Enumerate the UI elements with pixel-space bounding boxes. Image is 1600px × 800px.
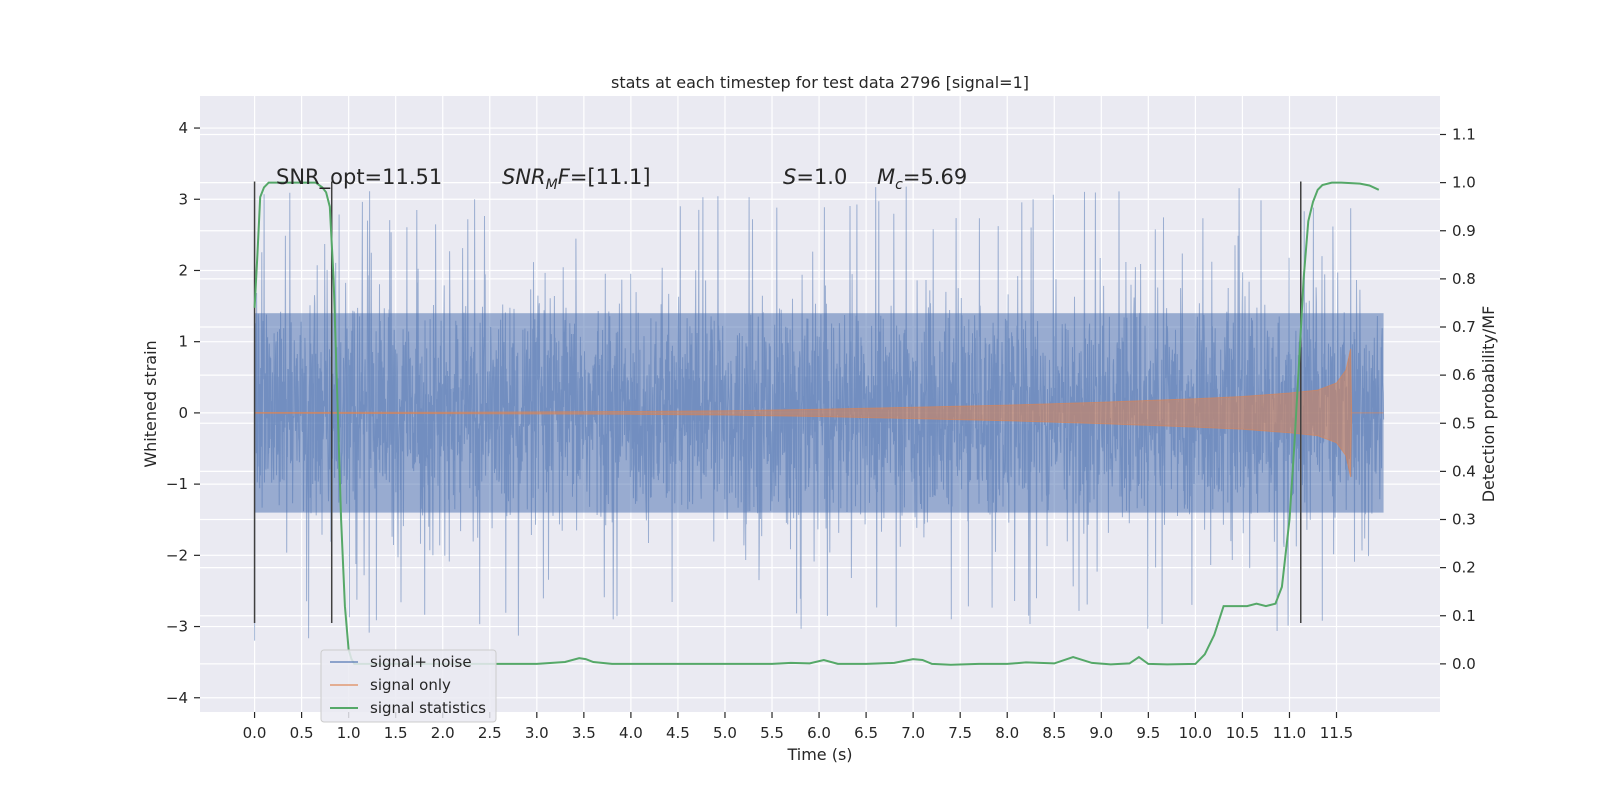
- y-right-tick-label: 0.1: [1452, 607, 1476, 625]
- x-tick-label: 7.0: [901, 724, 925, 742]
- plot-series: [253, 181, 1385, 666]
- y-right-tick-label: 0.5: [1452, 414, 1476, 432]
- y-left-tick-label: −1: [166, 475, 188, 493]
- x-tick-label: 4.0: [619, 724, 643, 742]
- y-right-tick-label: 0.3: [1452, 511, 1476, 529]
- x-tick-label: 0.5: [290, 724, 314, 742]
- series-signal-statistics: [253, 181, 1380, 666]
- y-right-tick-label: 0.2: [1452, 559, 1476, 577]
- x-tick-label: 4.5: [666, 724, 690, 742]
- y-right-tick-label: 0.9: [1452, 222, 1476, 240]
- x-tick-label: 5.5: [760, 724, 784, 742]
- x-tick-label: 10.5: [1226, 724, 1259, 742]
- y-right-tick-label: 0.7: [1452, 318, 1476, 336]
- y-left-tick-label: 4: [178, 119, 188, 137]
- y-axis-left: 4 3 2 1 0 −1 −2 −3 −4: [166, 119, 200, 707]
- x-axis-label: Time (s): [786, 745, 852, 764]
- legend-label-signal-statistics: signal statistics: [370, 699, 486, 717]
- y-left-tick-label: 1: [178, 333, 188, 351]
- x-axis: 0.0 0.5 1.0 1.5 2.0 2.5 3.0 3.5 4.0 4.5 5.0 5.5 6.0 6…: [243, 712, 1353, 742]
- x-tick-label: 9.0: [1089, 724, 1113, 742]
- x-tick-label: 2.5: [478, 724, 502, 742]
- y-right-tick-label: 0.6: [1452, 366, 1476, 384]
- x-tick-label: 1.0: [337, 724, 361, 742]
- y-left-tick-label: −4: [166, 689, 188, 707]
- chart-title: stats at each timestep for test data 279…: [611, 73, 1029, 92]
- x-tick-label: 2.0: [431, 724, 455, 742]
- legend: signal+ noise signal only signal statist…: [320, 649, 497, 723]
- y-right-tick-label: 0.4: [1452, 462, 1476, 480]
- y-right-tick-label: 1.1: [1452, 126, 1476, 144]
- x-tick-label: 3.5: [572, 724, 596, 742]
- x-tick-label: 7.5: [948, 724, 972, 742]
- x-tick-label: 5.0: [713, 724, 737, 742]
- x-tick-label: 0.0: [243, 724, 267, 742]
- y-left-tick-label: 3: [178, 190, 188, 208]
- y-left-tick-label: −2: [166, 546, 188, 564]
- x-tick-label: 11.5: [1320, 724, 1353, 742]
- annotations: SNR_opt=11.51 SNRMF=[11.1] S=1.0 Mc=5.69: [276, 165, 967, 193]
- x-tick-label: 8.5: [1042, 724, 1066, 742]
- x-tick-label: 1.5: [384, 724, 408, 742]
- annotation-snr-mf: SNRMF=[11.1]: [502, 165, 651, 193]
- annotation-s: S=1.0: [783, 165, 847, 189]
- y-axis-left-label: Whitened strain: [141, 340, 160, 467]
- x-tick-label: 3.0: [525, 724, 549, 742]
- x-tick-label: 10.0: [1179, 724, 1212, 742]
- y-axis-right: 1.1 1.0 0.9 0.8 0.7 0.6 0.5 0.4 0.3 0.2 0.1 0.0: [1440, 126, 1476, 673]
- legend-label-signal-noise: signal+ noise: [370, 653, 472, 671]
- x-tick-label: 9.5: [1136, 724, 1160, 742]
- y-right-tick-label: 0.8: [1452, 270, 1476, 288]
- y-left-tick-label: 0: [178, 404, 188, 422]
- x-tick-label: 11.0: [1273, 724, 1306, 742]
- x-tick-label: 8.0: [995, 724, 1019, 742]
- y-left-tick-label: −3: [166, 618, 188, 636]
- y-left-tick-label: 2: [178, 261, 188, 279]
- x-tick-label: 6.5: [854, 724, 878, 742]
- y-right-tick-label: 0.0: [1452, 655, 1476, 673]
- annotation-mc: Mc=5.69: [877, 165, 967, 193]
- legend-box: [320, 649, 497, 723]
- y-right-tick-label: 1.0: [1452, 174, 1476, 192]
- y-axis-right-label: Detection probability/MF: [1479, 306, 1498, 503]
- annotation-snr-opt: SNR_opt=11.51: [276, 165, 442, 190]
- x-tick-label: 6.0: [807, 724, 831, 742]
- legend-label-signal-only: signal only: [370, 676, 451, 694]
- series-signal-only: [254, 348, 1384, 478]
